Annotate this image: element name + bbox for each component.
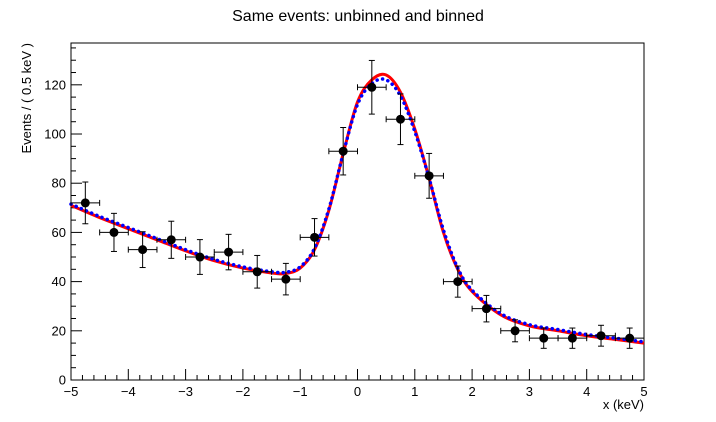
data-point	[242, 254, 273, 289]
data-marker	[625, 333, 635, 343]
data-marker	[109, 227, 119, 237]
x-tick-label: −5	[64, 384, 79, 399]
x-axis-ticks: −5 −4 −3 −2 −1 0 1 2 3 4 5	[64, 369, 648, 399]
data-marker	[252, 267, 262, 277]
data-marker	[453, 277, 463, 287]
x-tick-label: −3	[178, 384, 193, 399]
data-point	[442, 265, 473, 298]
y-axis-ticks: 0 20 40 60 80 100 120	[44, 47, 82, 388]
data-point	[471, 294, 502, 323]
x-tick-label: 1	[411, 384, 418, 399]
solid-fit-curve	[70, 72, 645, 345]
data-marker	[567, 333, 577, 343]
x-tick-label: −2	[235, 384, 250, 399]
y-tick-label: 60	[52, 225, 66, 240]
data-point	[299, 218, 330, 257]
data-point	[614, 327, 645, 349]
data-marker	[281, 274, 291, 284]
y-tick-label: 100	[44, 127, 66, 142]
data-point	[385, 93, 416, 146]
data-marker	[481, 304, 491, 314]
data-marker	[510, 326, 520, 336]
data-marker	[138, 245, 148, 255]
data-marker	[80, 198, 90, 208]
data-marker	[166, 235, 176, 245]
x-tick-label: 0	[354, 384, 361, 399]
data-point	[357, 59, 387, 115]
data-point	[213, 233, 244, 271]
y-axis-label: Events / ( 0.5 keV )	[19, 43, 34, 154]
data-point	[586, 324, 616, 347]
data-point	[156, 220, 187, 259]
data-marker	[539, 333, 549, 343]
x-tick-label: 5	[640, 384, 647, 399]
x-axis-label: x (keV)	[603, 397, 644, 412]
data-point	[328, 127, 358, 176]
x-tick-label: 2	[468, 384, 475, 399]
dotted-fit-curve	[69, 77, 646, 344]
data-point	[414, 152, 444, 199]
y-tick-label: 40	[52, 274, 66, 289]
data-point	[99, 212, 129, 252]
data-marker	[310, 232, 320, 242]
x-tick-label: −1	[293, 384, 308, 399]
data-point	[127, 231, 158, 269]
data-points	[70, 59, 645, 349]
data-marker	[367, 82, 377, 92]
y-tick-label: 0	[59, 373, 66, 388]
data-marker	[195, 252, 205, 262]
data-marker	[224, 247, 234, 257]
data-point	[500, 319, 530, 343]
data-marker	[395, 114, 405, 124]
data-point	[271, 262, 301, 296]
data-point	[185, 239, 215, 275]
chart-title: Same events: unbinned and binned	[232, 8, 484, 25]
data-point	[528, 327, 559, 349]
x-tick-label: 4	[583, 384, 590, 399]
y-tick-label: 80	[52, 176, 66, 191]
data-point	[70, 181, 101, 225]
y-tick-label: 20	[52, 323, 66, 338]
fit-curves	[69, 72, 646, 345]
y-tick-label: 120	[44, 77, 66, 92]
data-marker	[424, 171, 434, 181]
x-tick-label: 3	[526, 384, 533, 399]
x-tick-label: −4	[121, 384, 136, 399]
data-marker	[596, 331, 606, 341]
data-marker	[338, 146, 348, 156]
